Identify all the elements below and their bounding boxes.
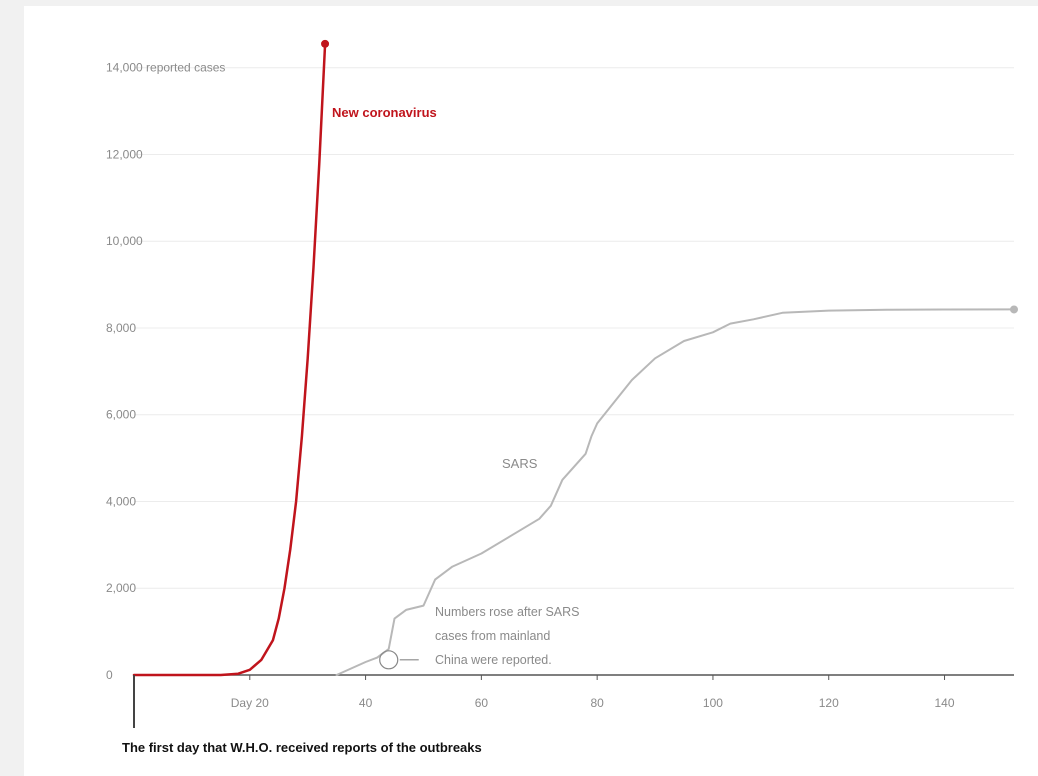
chart-svg: 0 2,000 4,000 6,000 8,000 10,000 12,000 14,000 … [106, 39, 1018, 755]
y-tick-label: 8,000 [106, 321, 136, 335]
y-tick-label: 2,000 [106, 581, 136, 595]
note-text-line: Numbers rose after SARS [435, 605, 580, 619]
x-tick-labels: Day 20 40 60 80 100 120 140 [231, 696, 955, 710]
note-text-line: China were reported. [435, 653, 552, 667]
x-tick-label: 120 [819, 696, 839, 710]
label-new-coronavirus: New coronavirus [332, 105, 437, 120]
y-tick-label: 14,000 reported cases [106, 61, 225, 75]
endpoint-dot-coronavirus [321, 39, 330, 48]
y-tick-labels: 0 2,000 4,000 6,000 8,000 10,000 12,000 14,000 … [106, 61, 225, 682]
annotations: New coronavirus SARS Numbers rose after SA… [122, 105, 580, 755]
gridlines [134, 67, 1014, 589]
x-axis [134, 674, 1014, 680]
first-day-caption: The first day that W.H.O. received repor… [122, 740, 482, 755]
x-tick-label: 60 [475, 696, 489, 710]
x-tick-label: 140 [935, 696, 955, 710]
series-line-sars [335, 308, 1015, 676]
label-sars: SARS [502, 456, 538, 471]
chart-card: 0 2,000 4,000 6,000 8,000 10,000 12,000 14,000 … [24, 6, 1038, 776]
series-lines [132, 39, 1018, 677]
note-circle-marker [379, 650, 399, 670]
y-tick-label: 12,000 [106, 147, 143, 161]
y-tick-label: 4,000 [106, 494, 136, 508]
note-text-line: cases from mainland [435, 629, 550, 643]
x-tick-label: 40 [359, 696, 373, 710]
y-tick-label: 0 [106, 668, 113, 682]
y-tick-label: 6,000 [106, 408, 136, 422]
x-tick-label: 100 [703, 696, 723, 710]
x-tick-label: Day 20 [231, 696, 269, 710]
x-tick-label: 80 [590, 696, 604, 710]
y-tick-label: 10,000 [106, 234, 143, 248]
series-line-coronavirus [132, 42, 327, 677]
endpoint-dot-sars [1010, 305, 1018, 314]
